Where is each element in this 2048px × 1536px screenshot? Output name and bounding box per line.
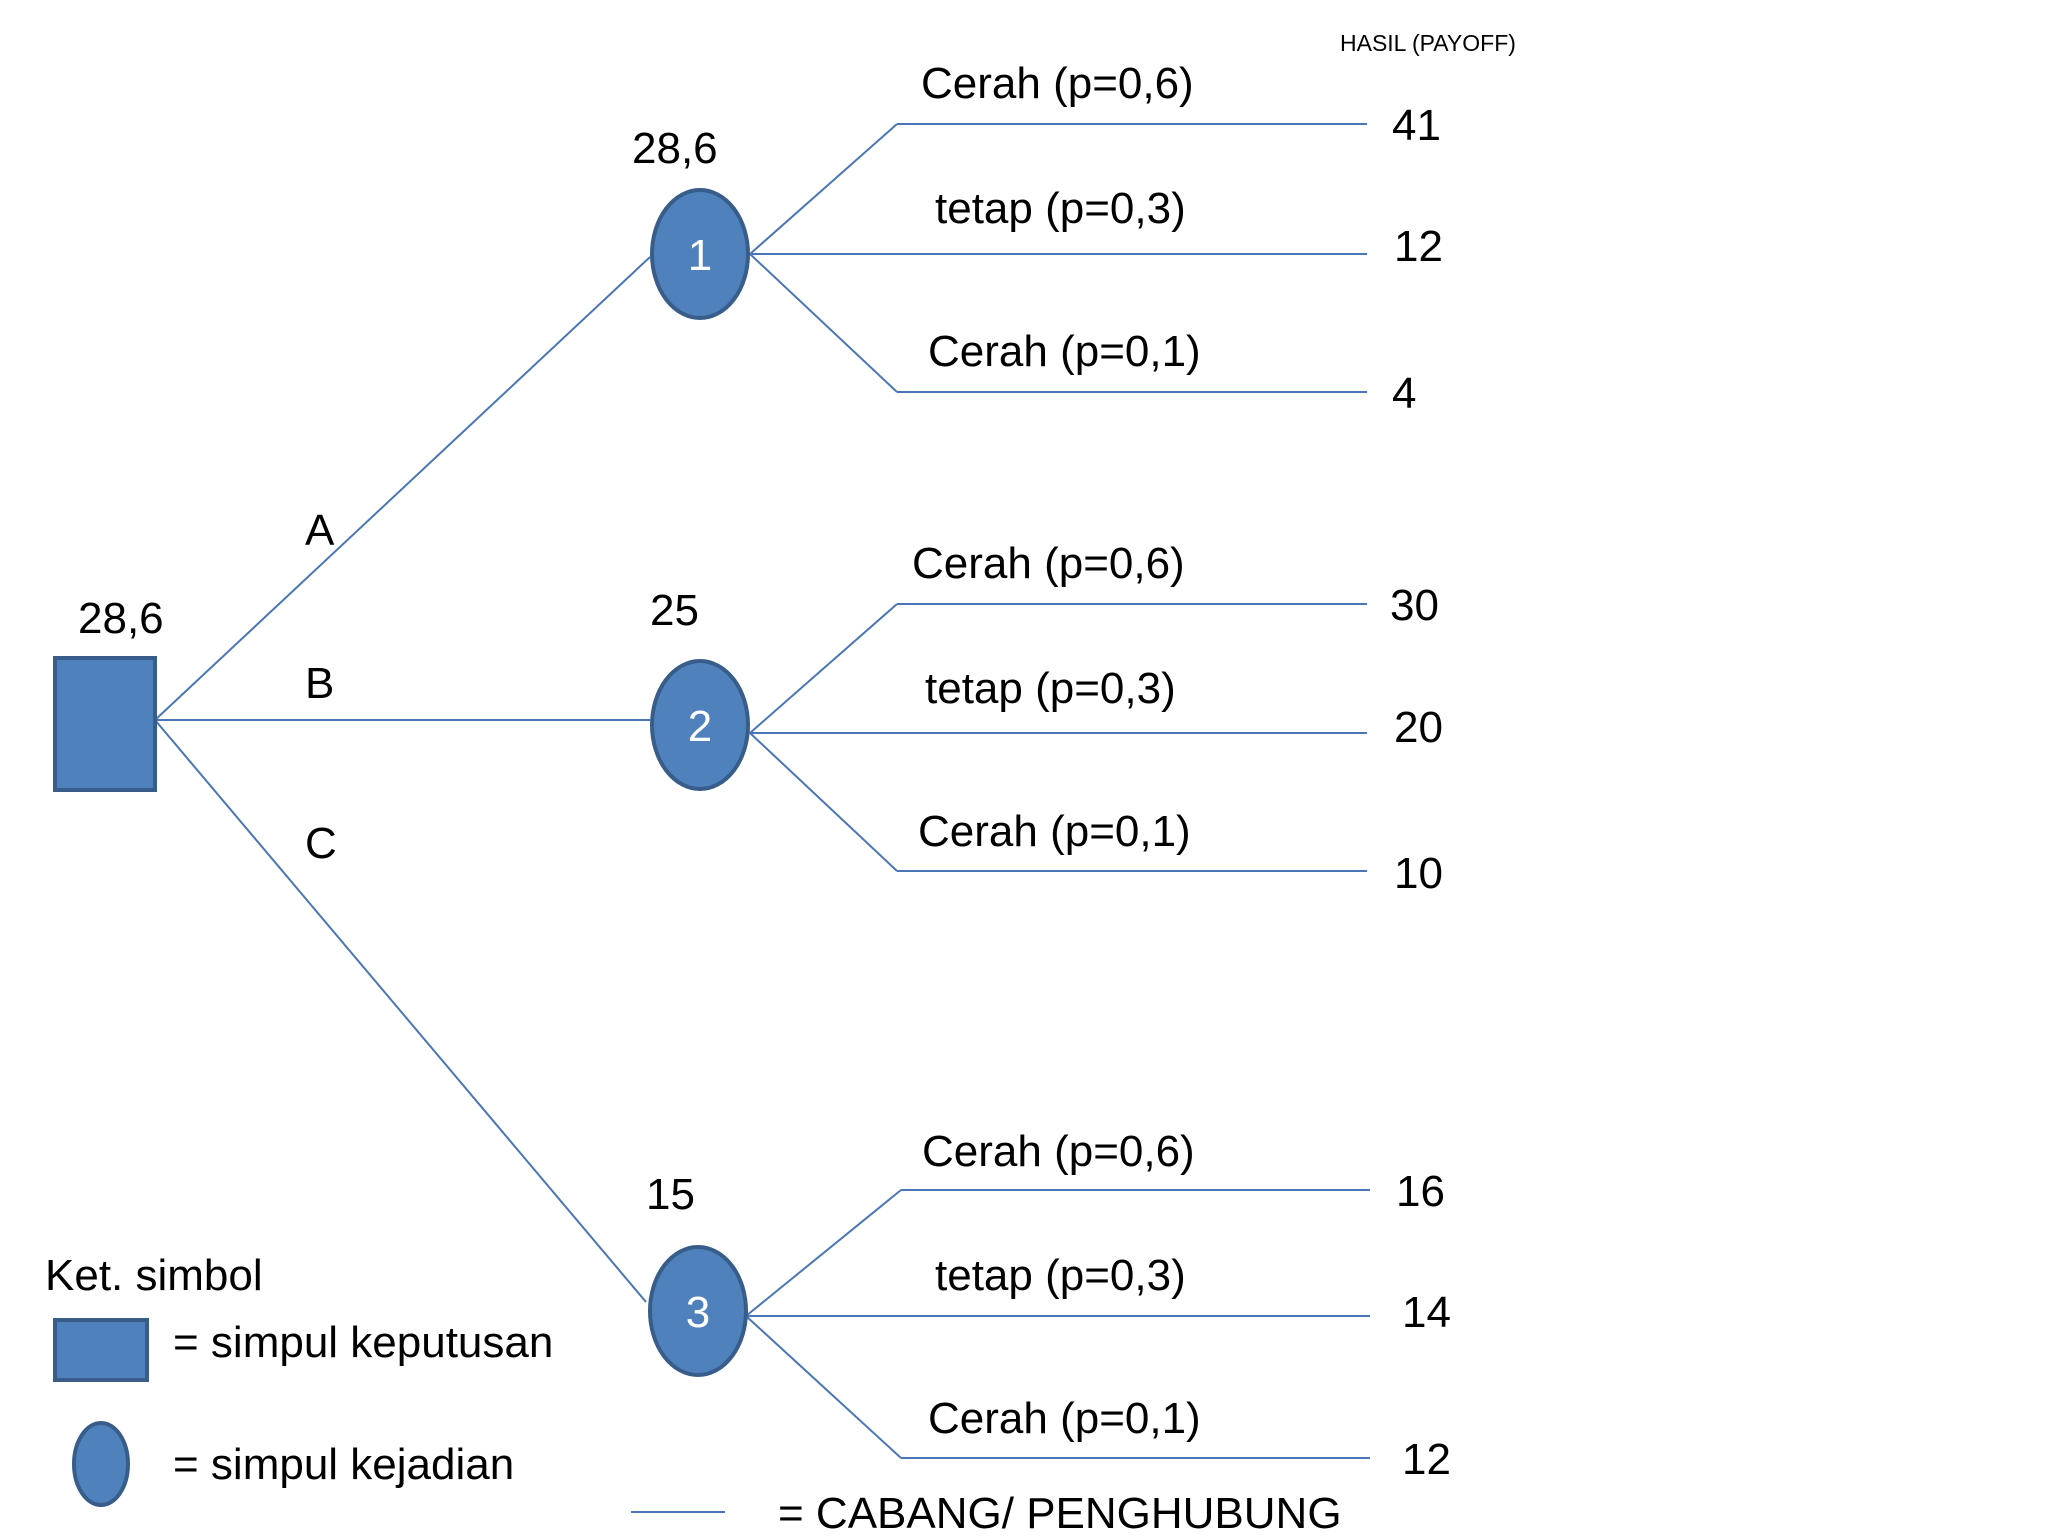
node1-outcome-1-label: Cerah (p=0,6) [921, 59, 1194, 108]
chance-node-2-number: 2 [688, 702, 712, 751]
legend-chance-node-text: = simpul kejadian [173, 1440, 514, 1489]
node1-payoff-3: 4 [1392, 369, 1416, 418]
chance-node-1 [650, 188, 750, 320]
node1-payoff-2: 12 [1394, 222, 1443, 271]
alternative-label-b: B [305, 659, 334, 708]
node3-branch-3 [745, 1315, 902, 1459]
branch-c-line [154, 719, 647, 1303]
branch-a-line [154, 256, 651, 721]
chance-node-1-expected-value: 28,6 [632, 124, 718, 173]
chance-node-3 [648, 1245, 748, 1377]
node3-payoff-2: 14 [1402, 1288, 1451, 1337]
chance-node-3-expected-value: 15 [646, 1170, 695, 1219]
legend-branch-text: = CABANG/ PENGHUBUNG [778, 1489, 1342, 1536]
chance-node-1-number: 1 [688, 231, 712, 280]
chance-node-2 [650, 659, 750, 791]
alternative-label-c: C [305, 819, 337, 868]
legend-title: Ket. simbol [45, 1251, 263, 1300]
payoff-header: HASIL (PAYOFF) [1340, 30, 1516, 56]
chance-node-2-expected-value: 25 [650, 586, 699, 635]
node1-outcome-3-label: Cerah (p=0,1) [928, 327, 1201, 376]
node1-outcome-2-label: tetap (p=0,3) [935, 184, 1186, 233]
decision-node [53, 656, 157, 792]
node1-payoff-1: 41 [1392, 101, 1441, 150]
node3-outcome-3-label: Cerah (p=0,1) [928, 1394, 1201, 1443]
legend-chance-node-icon [72, 1421, 130, 1507]
node2-payoff-1: 30 [1390, 581, 1439, 630]
node2-outcome-3-label: Cerah (p=0,1) [918, 807, 1191, 856]
node2-branch-1 [749, 603, 898, 734]
node3-payoff-1: 16 [1396, 1167, 1445, 1216]
legend-decision-node-icon [53, 1318, 149, 1382]
node3-payoff-3: 12 [1402, 1435, 1451, 1484]
node1-branch-1 [749, 123, 898, 255]
node3-outcome-2-label: tetap (p=0,3) [935, 1251, 1186, 1300]
node1-branch-3 [749, 253, 898, 393]
legend-decision-node-text: = simpul keputusan [173, 1318, 553, 1367]
node3-outcome-1-label: Cerah (p=0,6) [922, 1127, 1195, 1176]
chance-node-3-number: 3 [686, 1288, 710, 1337]
node2-payoff-2: 20 [1394, 703, 1443, 752]
node2-branch-3 [749, 732, 898, 872]
alternative-label-a: A [305, 506, 335, 555]
node2-outcome-2-label: tetap (p=0,3) [925, 664, 1176, 713]
decision-node-value: 28,6 [78, 594, 164, 643]
node2-outcome-1-label: Cerah (p=0,6) [912, 539, 1185, 588]
node2-payoff-3: 10 [1394, 849, 1443, 898]
node3-branch-1 [745, 1189, 902, 1317]
